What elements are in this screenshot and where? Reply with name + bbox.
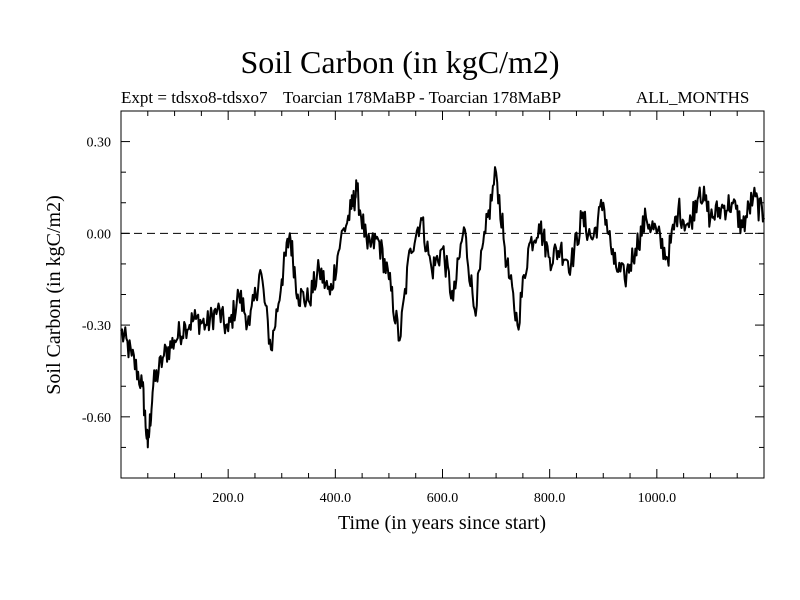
x-tick-label: 400.0 xyxy=(320,491,352,506)
period-label: Toarcian 178MaBP - Toarcian 178MaBP xyxy=(283,88,562,107)
months-label: ALL_MONTHS xyxy=(636,88,750,107)
y-tick-label: -0.30 xyxy=(82,319,111,334)
tick-labels: 200.0 400.0 600.0 800.0 1000.0 0.30 0.00 -0.30 -… xyxy=(82,136,676,506)
y-tick-label: -0.60 xyxy=(82,411,111,426)
y-tick-label: 0.00 xyxy=(87,227,112,242)
chart-title: Soil Carbon (in kgC/m2) xyxy=(240,44,560,80)
y-tick-label: 0.30 xyxy=(87,136,112,151)
tick-marks xyxy=(121,111,764,478)
plot-frame xyxy=(120,110,765,479)
x-tick-label: 800.0 xyxy=(534,491,566,506)
x-tick-label: 200.0 xyxy=(212,491,244,506)
x-tick-label: 600.0 xyxy=(427,491,459,506)
data-series-line xyxy=(120,166,765,449)
x-axis-label: Time (in years since start) xyxy=(338,512,546,534)
experiment-label: Expt = tdsxo8-tdsxo7 xyxy=(121,88,268,107)
y-axis-label: Soil Carbon (in kgC/m2) xyxy=(43,195,65,394)
x-tick-label: 1000.0 xyxy=(638,491,677,506)
